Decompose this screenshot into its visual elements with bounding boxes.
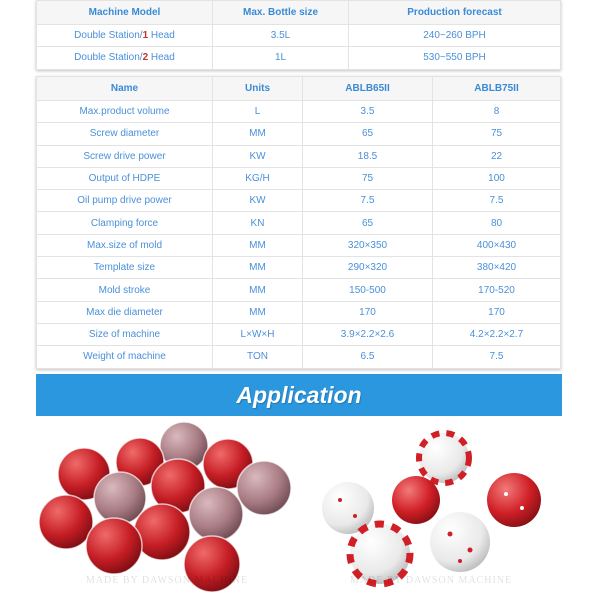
table-row: Output of HDPE KG/H 75 100 <box>36 166 561 191</box>
size-cell: 1L <box>212 46 349 70</box>
model-cell: Double Station/1 Head <box>36 23 213 48</box>
name-cell: Oil pump drive power <box>36 189 213 213</box>
header-cell: Machine Model <box>36 0 213 25</box>
ablb65ii-cell: 7.5 <box>302 189 433 213</box>
table-row: Oil pump drive power KW 7.5 7.5 <box>36 189 561 213</box>
ablb65ii-cell: 65 <box>302 122 433 146</box>
ablb65ii-cell: 3.9×2.2×2.6 <box>302 322 433 347</box>
table-row: Screw diameter MM 65 75 <box>36 122 561 146</box>
white-red-ornaments-image: MADE BY DAWSON MACHINE <box>300 416 562 600</box>
name-cell: Clamping force <box>36 211 213 235</box>
name-cell: Max.product volume <box>36 99 213 124</box>
name-cell: Screw diameter <box>36 122 213 146</box>
ablb65ii-cell: 150-500 <box>302 278 433 302</box>
ablb65ii-cell: 65 <box>302 211 433 235</box>
units-cell: KW <box>212 144 303 168</box>
watermark: MADE BY DAWSON MACHINE <box>85 575 249 586</box>
size-cell: 3.5L <box>212 23 349 48</box>
red-ornaments-illustration <box>38 421 292 593</box>
units-cell: MM <box>212 233 303 258</box>
watermark: MADE BY DAWSON MACHINE <box>349 575 513 586</box>
ablb65ii-cell: 6.5 <box>302 345 433 369</box>
forecast-cell: 240~260 BPH <box>348 23 561 48</box>
units-cell: L×W×H <box>212 322 303 347</box>
table-row: Screw drive power KW 18.5 22 <box>36 144 561 168</box>
spec-table: Name Units ABLB65II ABLB75II Max.product… <box>36 76 561 369</box>
name-cell: Mold stroke <box>36 278 213 302</box>
ablb65ii-cell: 3.5 <box>302 99 433 124</box>
units-cell: L <box>212 99 303 124</box>
model-cell: Double Station/2 Head <box>36 46 213 70</box>
table-row: Template size MM 290×320 380×420 <box>36 256 561 280</box>
table-row: Double Station/2 Head 1L 530~550 BPH <box>36 46 561 70</box>
units-cell: KG/H <box>212 166 303 191</box>
ablb75ii-cell: 22 <box>432 144 561 168</box>
units-cell: KW <box>212 189 303 213</box>
banner-title: Application <box>236 381 362 408</box>
table-row: Size of machine L×W×H 3.9×2.2×2.6 4.2×2.2×2… <box>36 322 561 347</box>
units-cell: KN <box>212 211 303 235</box>
units-cell: TON <box>212 345 303 369</box>
header-cell: Production forecast <box>348 0 561 25</box>
ablb65ii-cell: 170 <box>302 300 433 324</box>
ablb65ii-cell: 290×320 <box>302 256 433 280</box>
units-cell: MM <box>212 122 303 146</box>
ablb75ii-cell: 7.5 <box>432 189 561 213</box>
ablb75ii-cell: 8 <box>432 99 561 124</box>
name-cell: Max die diameter <box>36 300 213 324</box>
header-cell: Name <box>36 76 213 101</box>
ablb65ii-cell: 75 <box>302 166 433 191</box>
table-row: Max.product volume L 3.5 8 <box>36 99 561 124</box>
ablb75ii-cell: 80 <box>432 211 561 235</box>
ablb65ii-cell: 320×350 <box>302 233 433 258</box>
table-header-row: Name Units ABLB65II ABLB75II <box>36 76 561 101</box>
name-cell: Screw drive power <box>36 144 213 168</box>
header-cell: Units <box>212 76 303 101</box>
table-header-row: Machine Model Max. Bottle size Productio… <box>36 0 561 25</box>
ablb75ii-cell: 100 <box>432 166 561 191</box>
name-cell: Weight of machine <box>36 345 213 369</box>
ablb75ii-cell: 380×420 <box>432 256 561 280</box>
bottle-forecast-table: Machine Model Max. Bottle size Productio… <box>36 0 561 70</box>
red-ornaments-image: MADE BY DAWSON MACHINE <box>36 416 298 600</box>
ablb65ii-cell: 18.5 <box>302 144 433 168</box>
ablb75ii-cell: 400×430 <box>432 233 561 258</box>
header-cell: ABLB75II <box>432 76 561 101</box>
units-cell: MM <box>212 300 303 324</box>
name-cell: Max.size of mold <box>36 233 213 258</box>
name-cell: Size of machine <box>36 322 213 347</box>
ablb75ii-cell: 7.5 <box>432 345 561 369</box>
name-cell: Template size <box>36 256 213 280</box>
table-row: Double Station/1 Head 3.5L 240~260 BPH <box>36 23 561 48</box>
table-row: Max die diameter MM 170 170 <box>36 300 561 324</box>
name-cell: Output of HDPE <box>36 166 213 191</box>
ablb75ii-cell: 170 <box>432 300 561 324</box>
header-cell: ABLB65II <box>302 76 433 101</box>
units-cell: MM <box>212 256 303 280</box>
table-row: Weight of machine TON 6.5 7.5 <box>36 345 561 369</box>
forecast-cell: 530~550 BPH <box>348 46 561 70</box>
table-row: Clamping force KN 65 80 <box>36 211 561 235</box>
application-banner: Application <box>36 374 562 416</box>
table-row: Max.size of mold MM 320×350 400×430 <box>36 233 561 258</box>
units-cell: MM <box>212 278 303 302</box>
ablb75ii-cell: 75 <box>432 122 561 146</box>
ablb75ii-cell: 4.2×2.2×2.7 <box>432 322 561 347</box>
table-row: Mold stroke MM 150-500 170-520 <box>36 278 561 302</box>
header-cell: Max. Bottle size <box>212 0 349 25</box>
ablb75ii-cell: 170-520 <box>432 278 561 302</box>
white-red-ornaments-illustration <box>322 430 541 588</box>
